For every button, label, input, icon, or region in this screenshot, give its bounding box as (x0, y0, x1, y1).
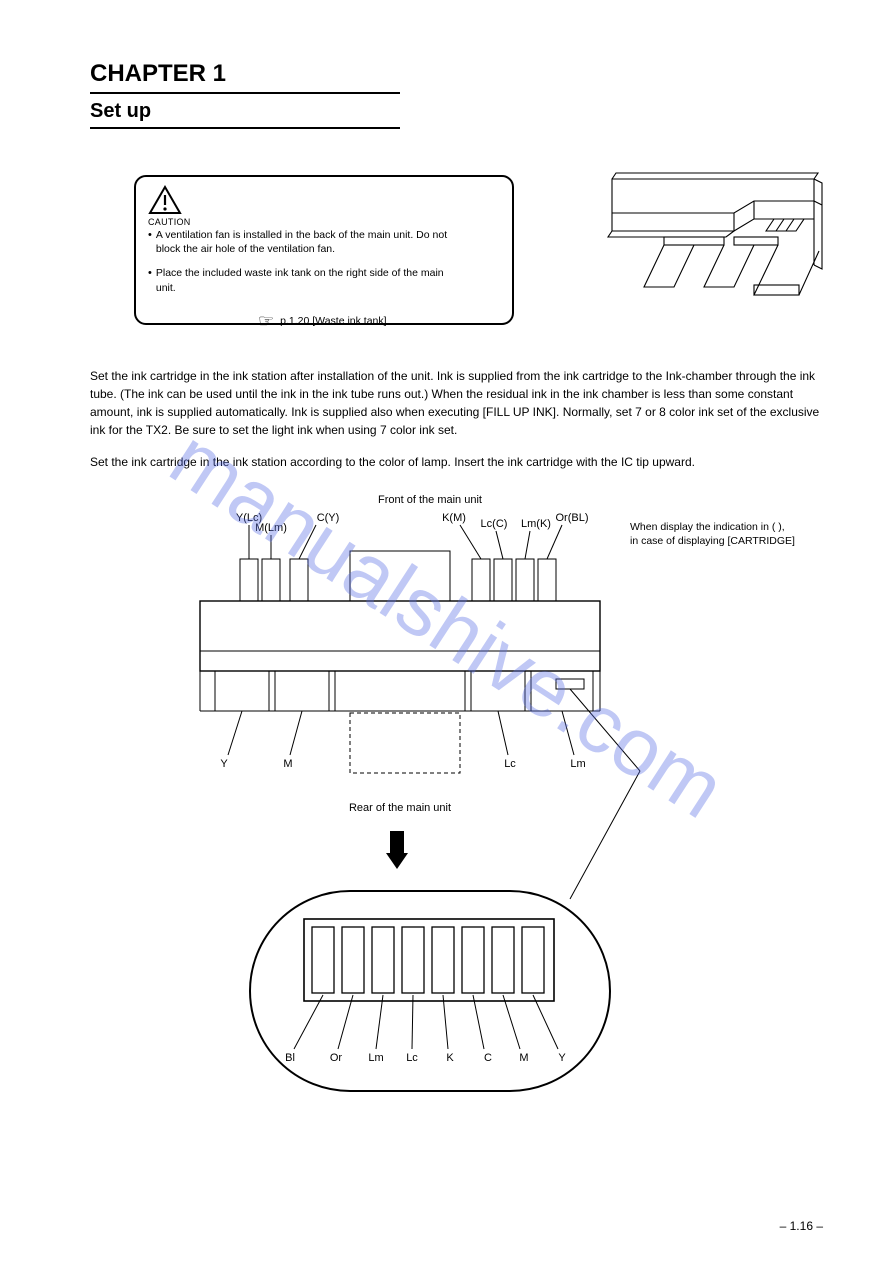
body-para-2: Set the ink cartridge in the ink station… (90, 453, 823, 471)
bullet-marker: • (148, 266, 152, 294)
svg-text:M(Lm): M(Lm) (255, 522, 287, 534)
chapter-title: CHAPTER 1 (90, 60, 400, 94)
page-number: – 1.16 – (780, 1219, 823, 1233)
svg-text:Lm: Lm (570, 758, 585, 770)
svg-text:Front of the main unit: Front of the main unit (378, 494, 482, 506)
svg-text:M: M (283, 758, 292, 770)
svg-text:Lc: Lc (406, 1052, 418, 1064)
svg-text:Or(BL): Or(BL) (556, 512, 589, 524)
caution-icon: CAUTION (148, 185, 191, 228)
svg-text:M: M (519, 1052, 528, 1064)
svg-text:Y: Y (220, 758, 228, 770)
pointer-icon: ☞ (258, 309, 274, 333)
svg-text:C: C (484, 1052, 492, 1064)
printer-illustration (604, 165, 829, 325)
svg-text:K: K (446, 1052, 454, 1064)
svg-text:Lm(K): Lm(K) (521, 518, 551, 530)
svg-text:Rear of the main unit: Rear of the main unit (349, 802, 451, 814)
svg-text:C(Y): C(Y) (317, 512, 340, 524)
station-diagram: Front of the main unit Y(Lc) M(Lm) C(Y) (140, 491, 720, 1131)
section-title: Set up (90, 100, 400, 129)
svg-text:Y: Y (558, 1052, 566, 1064)
svg-text:Or: Or (330, 1052, 343, 1064)
svg-text:Bl: Bl (285, 1052, 295, 1064)
caution-bullet-2: Place the included waste ink tank on the… (156, 266, 448, 294)
svg-text:K(M): K(M) (442, 512, 466, 524)
body-para-1: Set the ink cartridge in the ink station… (90, 367, 823, 439)
svg-text:Lc: Lc (504, 758, 516, 770)
slot-note: When display the indication in ( ), in c… (630, 521, 810, 548)
svg-text:Lm: Lm (368, 1052, 383, 1064)
svg-text:Lc(C): Lc(C) (481, 518, 508, 530)
bullet-marker: • (148, 228, 152, 256)
xref-text: p.1.20 [Waste ink tank] (280, 314, 386, 328)
caution-label: CAUTION (148, 216, 191, 228)
caution-box: CAUTION • A ventilation fan is installed… (134, 175, 514, 325)
caution-bullet-1: A ventilation fan is installed in the ba… (156, 228, 448, 256)
